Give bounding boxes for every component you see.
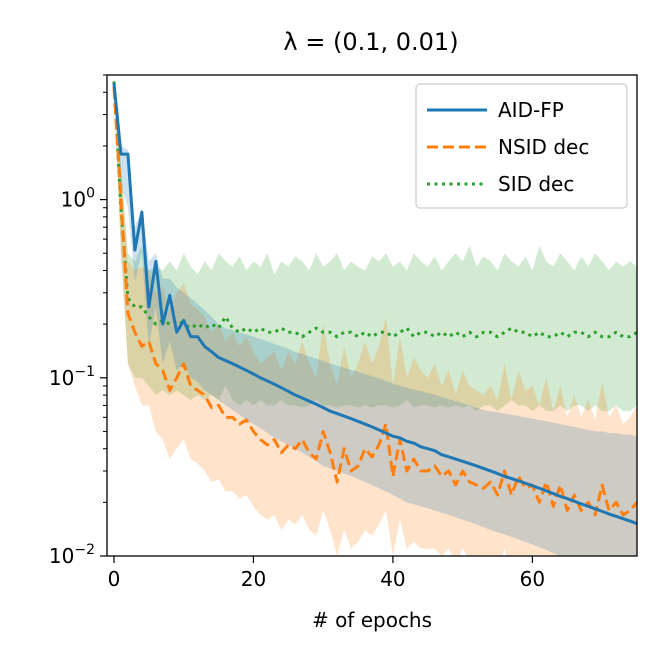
y-tick-label: 10−1 xyxy=(49,364,95,390)
x-tick-label: 40 xyxy=(380,567,405,591)
line-nsid-dec xyxy=(112,86,637,517)
x-tick-label: 60 xyxy=(520,567,545,591)
band-sid-dec xyxy=(113,78,637,412)
x-tick-label: 0 xyxy=(108,567,121,591)
x-axis-label: # of epochs xyxy=(312,608,432,632)
plot-frame xyxy=(106,74,638,557)
legend-label-aid-fp: AID-FP xyxy=(498,98,564,122)
legend-entries: AID-FP NSID dec SID dec xyxy=(427,98,589,196)
y-tick-label: 100 xyxy=(61,186,95,212)
x-axis-ticks: 0 20 40 60 xyxy=(108,556,545,591)
line-aid-fp xyxy=(112,83,637,526)
legend-box xyxy=(415,83,628,209)
chart-title: λ = (0.1, 0.01) xyxy=(283,28,458,56)
line-sid-dec xyxy=(112,81,637,339)
legend[interactable]: AID-FP NSID dec SID dec xyxy=(415,83,628,209)
band-nsid-dec xyxy=(113,83,637,556)
y-axis-ticks: 10−2 10−1 100 xyxy=(49,74,107,568)
legend-label-nsid-dec: NSID dec xyxy=(498,135,589,159)
x-tick-label: 20 xyxy=(241,567,266,591)
series-lines xyxy=(112,81,637,526)
confidence-bands xyxy=(113,78,637,556)
legend-label-sid-dec: SID dec xyxy=(498,172,574,196)
band-aid-fp xyxy=(113,83,637,556)
y-tick-label: 10−2 xyxy=(49,542,95,568)
